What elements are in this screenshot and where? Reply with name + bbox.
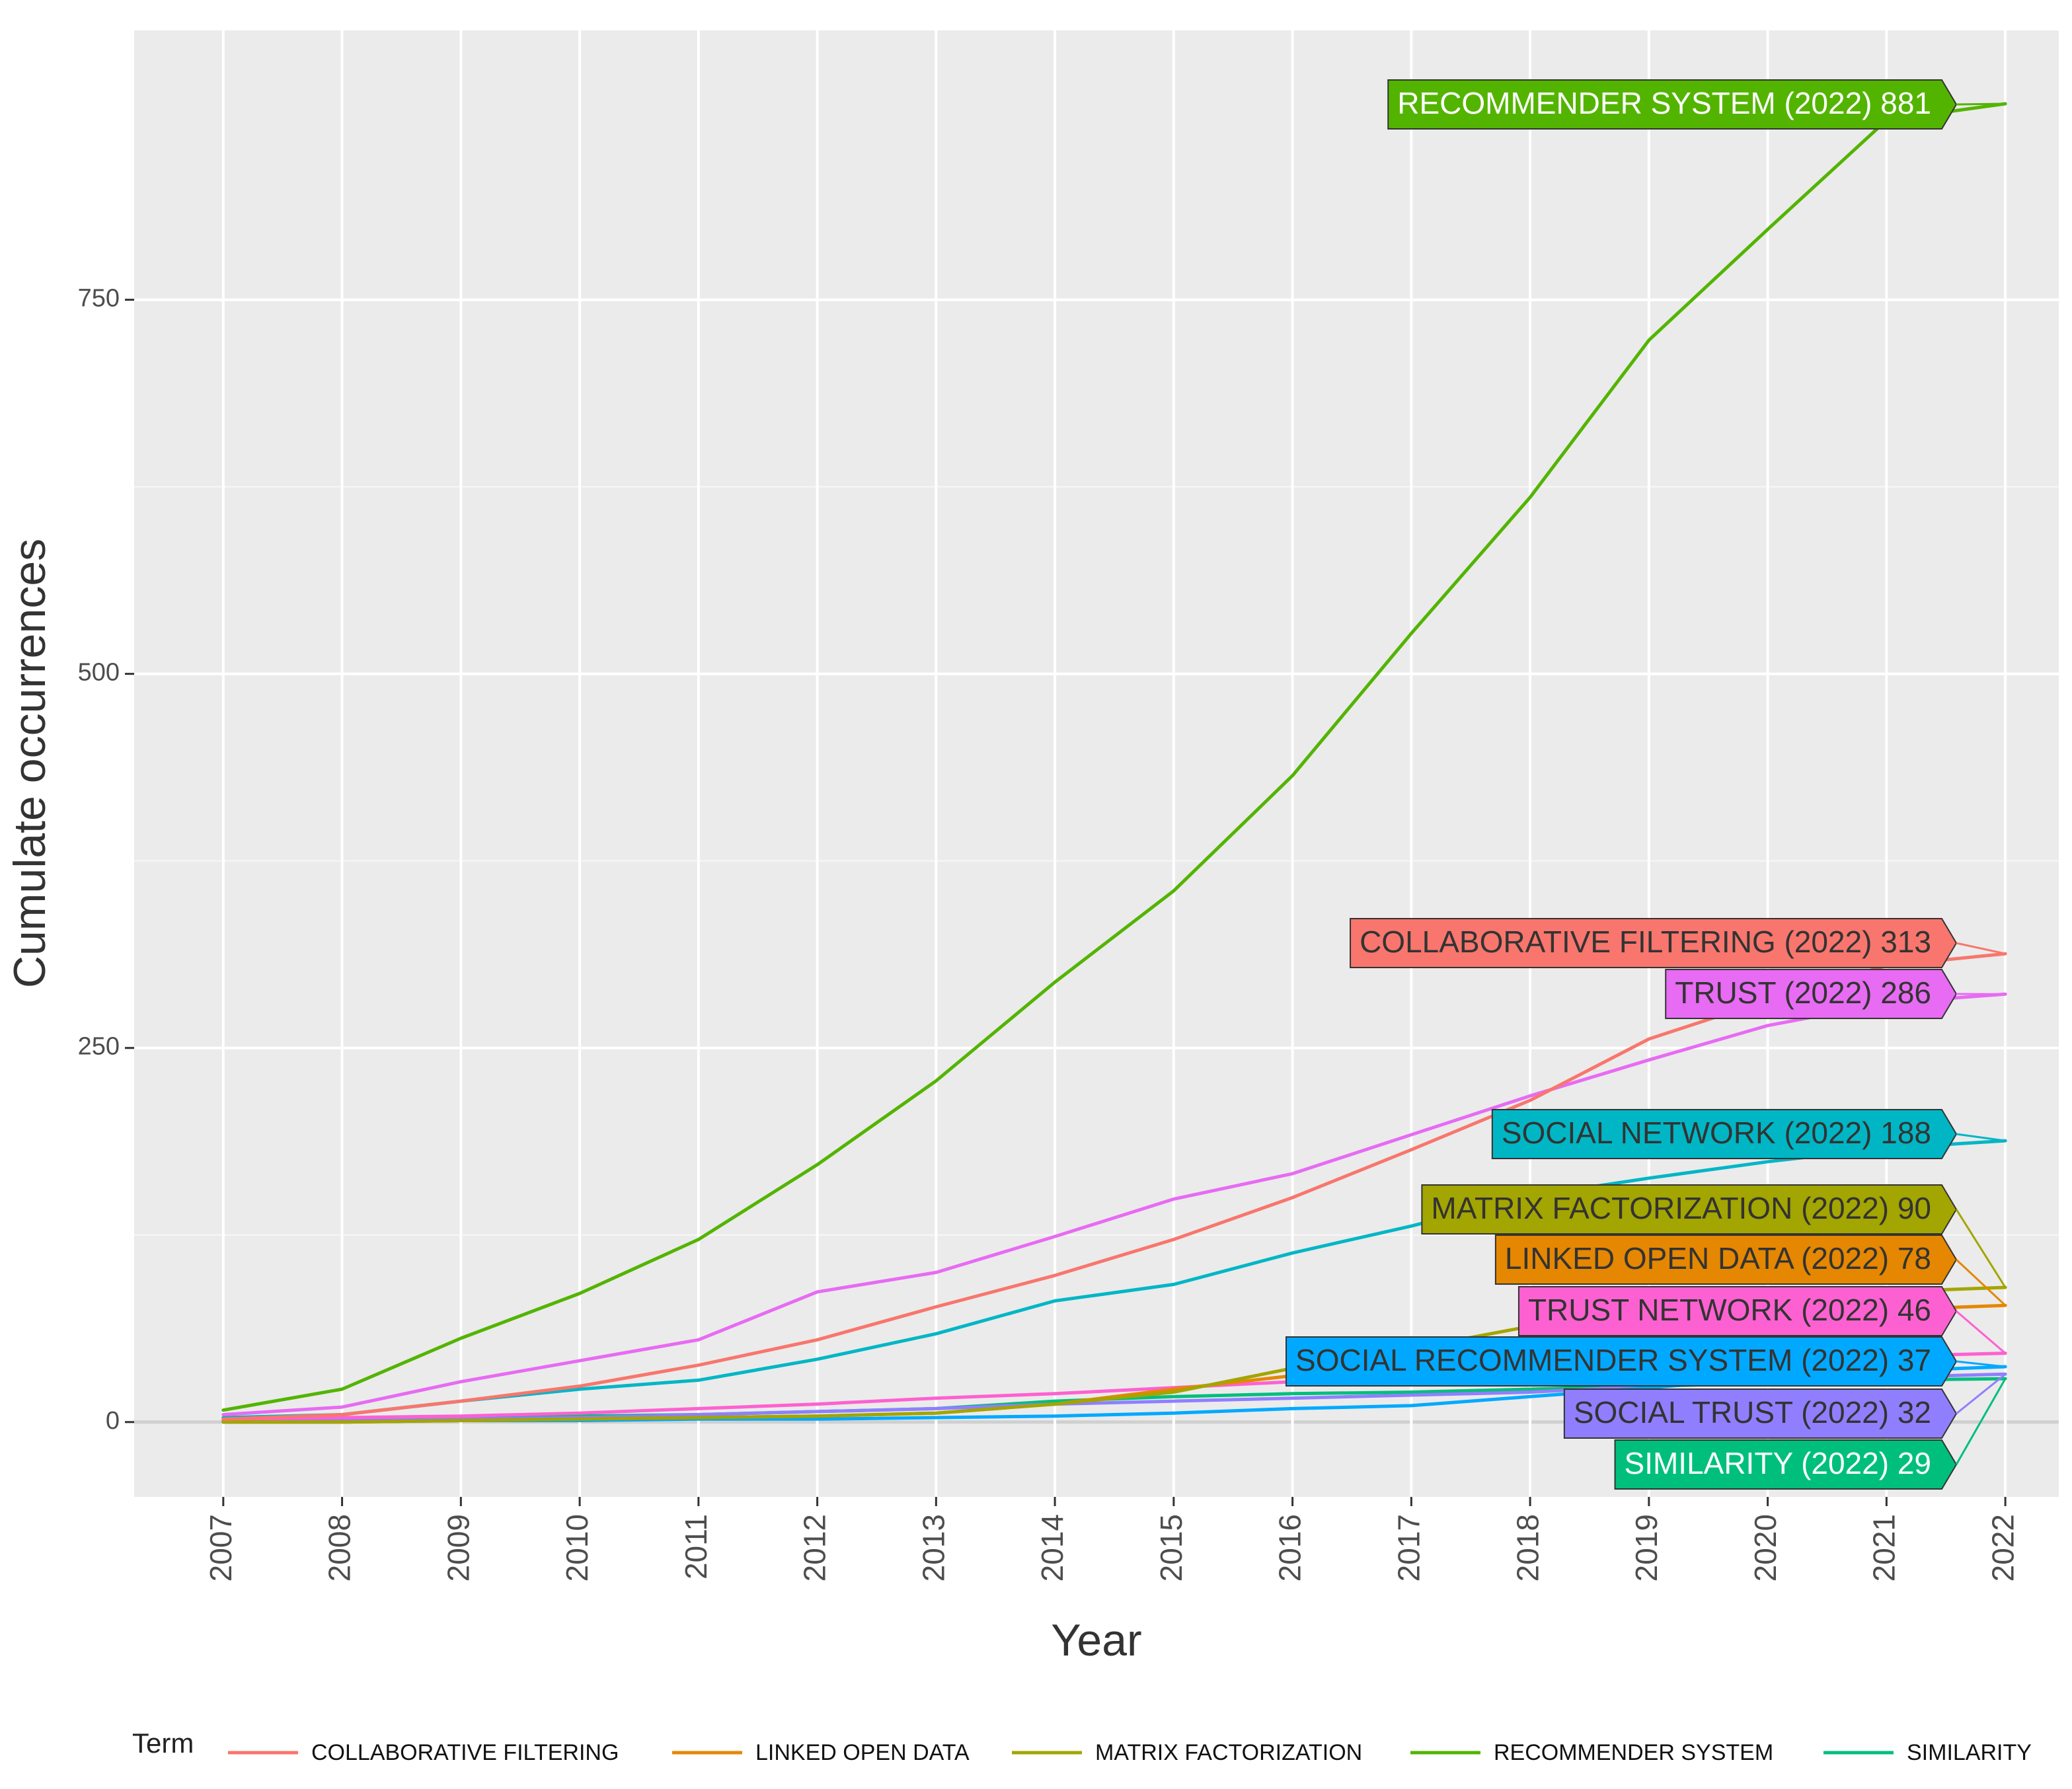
legend-label: RECOMMENDER SYSTEM <box>1494 1740 1773 1765</box>
y-axis-title: Cumulate occurrences <box>5 539 55 988</box>
end-label-box <box>1665 969 1958 1019</box>
end-label-connector <box>1955 1258 2007 1307</box>
x-tick-label: 2017 <box>1392 1514 1426 1581</box>
x-tick-label: 2019 <box>1629 1514 1664 1581</box>
legend: Term COLLABORATIVE FILTERING LINKED OPEN … <box>132 1728 2032 1765</box>
end-label-connector <box>1955 1378 2007 1465</box>
legend-title: Term <box>132 1728 194 1759</box>
x-tick-label: 2011 <box>679 1514 713 1580</box>
series-line-recommender-system <box>221 102 2007 1412</box>
series-line-trust <box>221 992 2007 1416</box>
y-tick-label: 750 <box>78 285 120 313</box>
end-label-box <box>1614 1439 1958 1490</box>
end-label: RECOMMENDER SYSTEM (2022) 881 <box>1387 79 2006 130</box>
x-axis-title: Year <box>1051 1615 1141 1665</box>
end-label-text: SOCIAL RECOMMENDER SYSTEM (2022) 37 <box>1295 1343 1931 1377</box>
end-label-text: TRUST NETWORK (2022) 46 <box>1528 1293 1931 1327</box>
end-label-connector <box>1956 942 2006 955</box>
end-label: LINKED OPEN DATA (2022) 78 <box>1494 1235 2007 1307</box>
end-label-box <box>1285 1336 1958 1387</box>
end-label: SIMILARITY (2022) 29 <box>1614 1378 2007 1490</box>
end-label-text: COLLABORATIVE FILTERING (2022) 313 <box>1360 925 1931 959</box>
x-tick-label: 2010 <box>560 1514 594 1581</box>
end-label-box <box>1494 1235 1958 1285</box>
end-label-text: SOCIAL TRUST (2022) 32 <box>1574 1395 1931 1429</box>
x-tick-label: 2018 <box>1510 1514 1545 1581</box>
end-label: COLLABORATIVE FILTERING (2022) 313 <box>1350 918 2006 968</box>
end-label: TRUST (2022) 286 <box>1665 969 2006 1019</box>
end-label: TRUST NETWORK (2022) 46 <box>1517 1286 2007 1354</box>
end-label-box <box>1387 79 1958 130</box>
end-label-connector <box>1956 1133 2006 1142</box>
end-label-text: TRUST (2022) 286 <box>1675 975 1931 1010</box>
end-label-text: MATRIX FACTORIZATION (2022) 90 <box>1431 1191 1931 1225</box>
legend-label: SIMILARITY <box>1907 1740 2032 1765</box>
end-label-connector <box>1955 1209 2007 1288</box>
x-tick-label: 2013 <box>916 1514 950 1581</box>
legend-label: MATRIX FACTORIZATION <box>1095 1740 1362 1765</box>
end-label-box <box>1563 1389 1958 1439</box>
y-tick-label: 0 <box>106 1407 120 1435</box>
end-label: SOCIAL NETWORK (2022) 188 <box>1491 1109 2006 1159</box>
end-label: SOCIAL RECOMMENDER SYSTEM (2022) 37 <box>1285 1336 2006 1387</box>
end-label-text: LINKED OPEN DATA (2022) 78 <box>1505 1241 1931 1275</box>
end-label-box <box>1517 1286 1958 1336</box>
x-tick-label: 2014 <box>1035 1514 1069 1581</box>
y-tick-label: 500 <box>78 659 120 687</box>
end-label-box <box>1350 918 1958 968</box>
x-tick-label: 2009 <box>441 1514 475 1581</box>
end-label: SOCIAL TRUST (2022) 32 <box>1563 1373 2007 1439</box>
end-label-text: SOCIAL NETWORK (2022) 188 <box>1502 1116 1931 1150</box>
x-tick-label: 2012 <box>798 1514 832 1581</box>
x-tick-label: 2020 <box>1748 1514 1783 1581</box>
end-label-box <box>1421 1184 1958 1235</box>
x-tick-label: 2016 <box>1273 1514 1307 1581</box>
end-labels: RECOMMENDER SYSTEM (2022) 881 COLLABORATI… <box>1285 79 2007 1490</box>
legend-label: COLLABORATIVE FILTERING <box>311 1740 619 1765</box>
x-axis: 2007 2008 2009 2010 2011 2012 2013 2014 2015 2016… <box>204 1497 2020 1581</box>
x-tick-label: 2015 <box>1154 1514 1188 1581</box>
end-label-text: SIMILARITY (2022) 29 <box>1625 1446 1931 1480</box>
legend-label: LINKED OPEN DATA <box>755 1740 970 1765</box>
x-tick-label: 2022 <box>1985 1514 2020 1581</box>
y-tick-label: 250 <box>78 1033 120 1061</box>
y-axis: 0 250 500 750 <box>78 285 134 1435</box>
end-label-box <box>1491 1109 1958 1159</box>
x-tick-label: 2021 <box>1867 1514 1901 1581</box>
end-label-text: RECOMMENDER SYSTEM (2022) 881 <box>1397 86 1931 120</box>
end-label: MATRIX FACTORIZATION (2022) 90 <box>1421 1184 2007 1288</box>
x-tick-label: 2007 <box>204 1514 238 1581</box>
end-label-connector <box>1956 1373 2007 1415</box>
x-tick-label: 2008 <box>323 1514 357 1581</box>
series-line-collaborative-filtering <box>221 952 2007 1421</box>
end-label-connector <box>1956 1310 2007 1354</box>
end-label-connector <box>1956 1360 2006 1368</box>
